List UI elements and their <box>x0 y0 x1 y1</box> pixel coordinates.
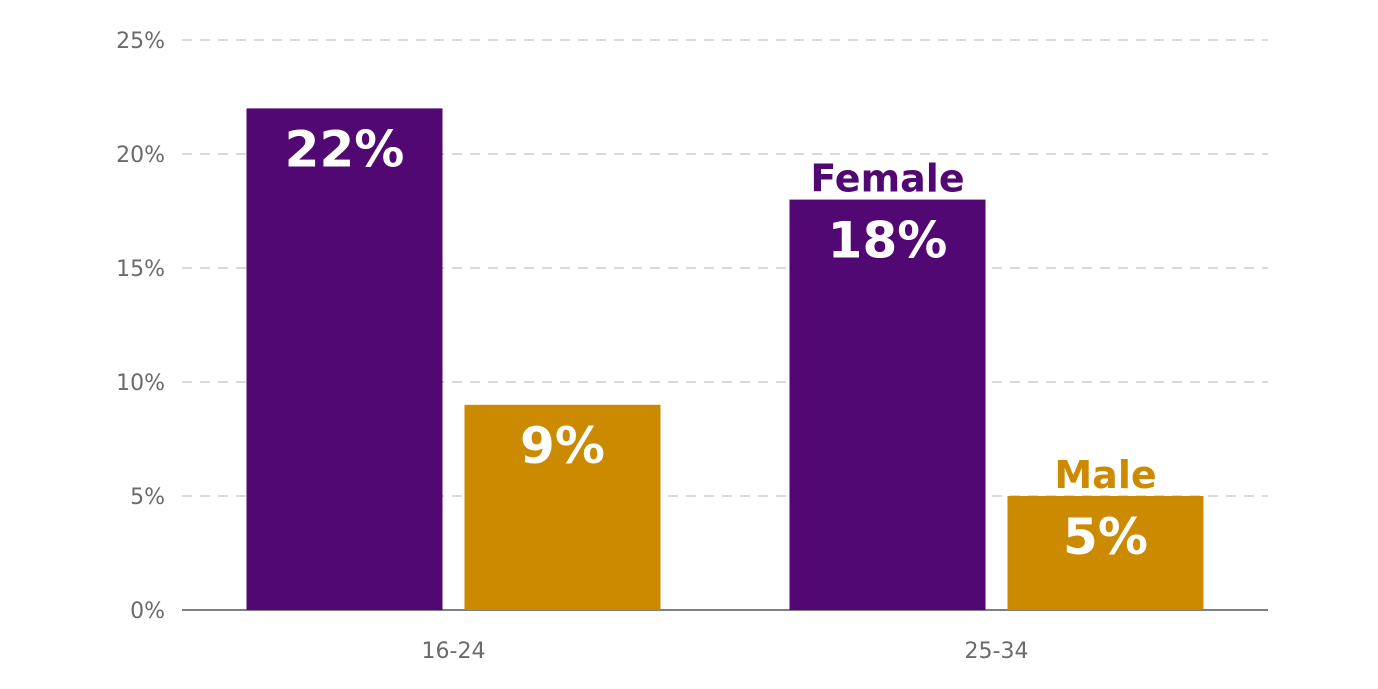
legend-label-male: Male <box>1054 453 1156 497</box>
bar-female-25-34 <box>789 199 986 610</box>
data-label: 18% <box>828 212 948 270</box>
y-tick-label: 15% <box>116 257 165 282</box>
data-label: 5% <box>1063 508 1148 566</box>
y-tick-label: 10% <box>116 371 165 396</box>
y-tick-label: 20% <box>116 143 165 168</box>
bar-male-16-24 <box>464 404 661 610</box>
y-tick-label: 5% <box>130 485 165 510</box>
data-label: 9% <box>520 417 605 475</box>
x-category-label: 25-34 <box>965 639 1029 664</box>
data-label: 22% <box>285 120 405 178</box>
x-category-label: 16-24 <box>422 639 486 664</box>
y-tick-label: 25% <box>116 29 165 54</box>
y-tick-label: 0% <box>130 599 165 624</box>
bar-female-16-24 <box>246 108 443 611</box>
legend-label-female: Female <box>810 157 964 201</box>
bar-male-25-34 <box>1007 496 1204 610</box>
